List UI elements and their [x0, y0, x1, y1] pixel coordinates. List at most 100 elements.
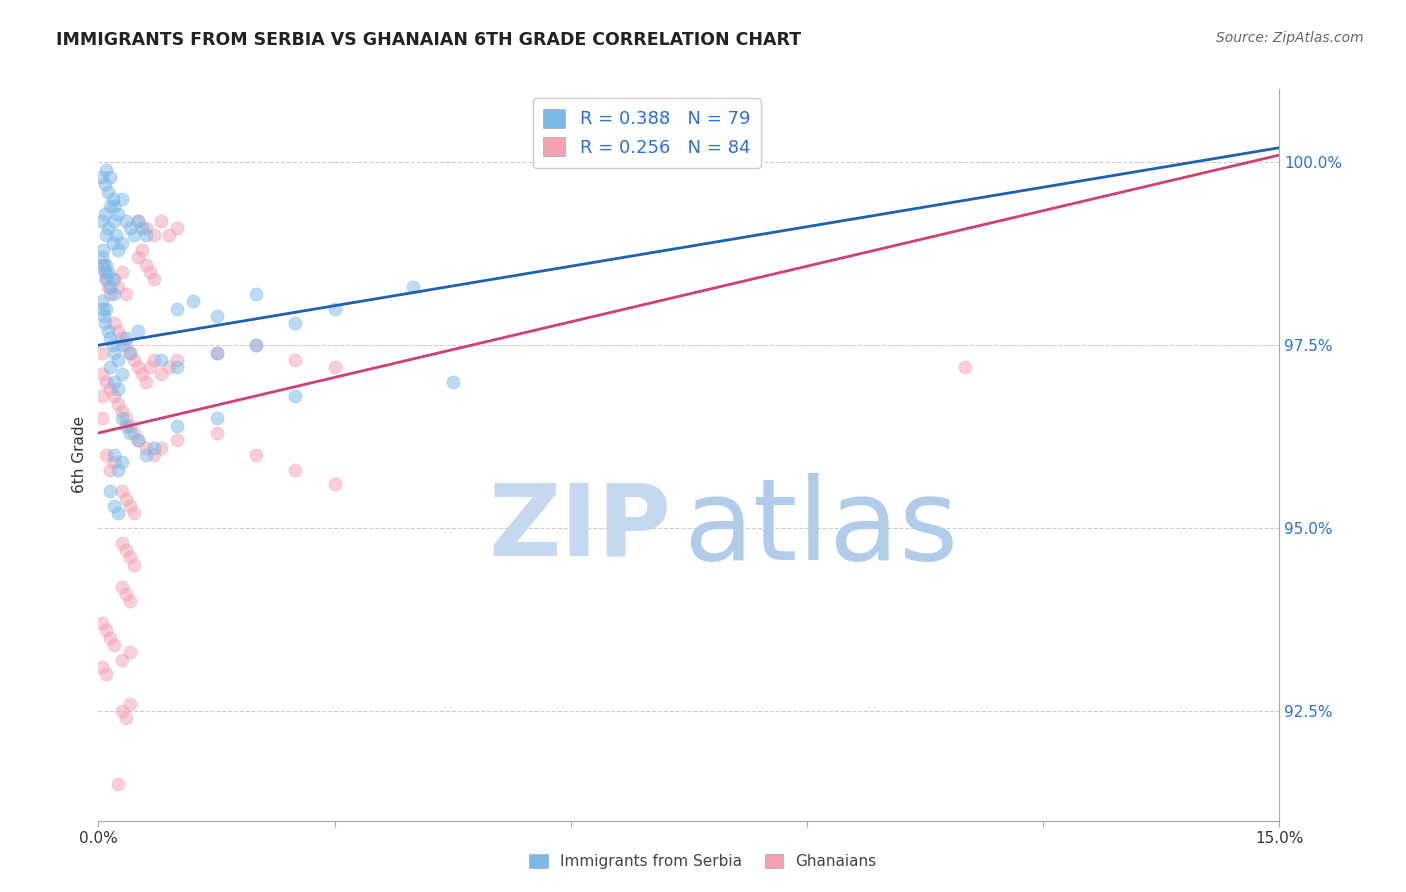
- Point: [91, 258, 114, 272]
- Point: [97, 265, 120, 279]
- Point: [135, 258, 157, 272]
- Point: [150, 441, 173, 455]
- Point: [205, 345, 228, 359]
- Point: [111, 455, 134, 469]
- Point: [111, 653, 134, 667]
- Point: [101, 272, 124, 286]
- Point: [205, 425, 228, 440]
- Point: [107, 243, 129, 257]
- Point: [91, 169, 114, 184]
- Point: [323, 301, 346, 316]
- Point: [103, 287, 125, 301]
- Point: [284, 389, 307, 403]
- Point: [96, 448, 118, 462]
- Point: [111, 411, 134, 425]
- Point: [118, 550, 141, 565]
- Point: [205, 309, 228, 323]
- Point: [107, 462, 129, 476]
- Point: [166, 221, 188, 235]
- Point: [98, 360, 121, 375]
- Point: [115, 418, 138, 433]
- Point: [107, 777, 129, 791]
- Point: [111, 338, 134, 352]
- Point: [402, 279, 425, 293]
- Point: [138, 265, 160, 279]
- Point: [142, 272, 165, 286]
- Point: [91, 411, 114, 425]
- Point: [96, 228, 118, 243]
- Point: [127, 434, 149, 448]
- Point: [111, 484, 134, 499]
- Point: [107, 352, 129, 367]
- Text: ZIP: ZIP: [488, 480, 671, 576]
- Text: Source: ZipAtlas.com: Source: ZipAtlas.com: [1216, 31, 1364, 45]
- Point: [150, 352, 173, 367]
- Point: [323, 477, 346, 491]
- Point: [96, 301, 118, 316]
- Point: [96, 624, 118, 638]
- Point: [205, 411, 228, 425]
- Point: [118, 499, 141, 513]
- Point: [150, 214, 173, 228]
- Point: [118, 425, 141, 440]
- Point: [101, 338, 124, 352]
- Point: [98, 462, 121, 476]
- Point: [127, 324, 149, 338]
- Point: [98, 199, 121, 213]
- Y-axis label: 6th Grade: 6th Grade: [72, 417, 87, 493]
- Point: [284, 462, 307, 476]
- Point: [142, 228, 165, 243]
- Point: [135, 221, 157, 235]
- Legend: R = 0.388   N = 79, R = 0.256   N = 84: R = 0.388 N = 79, R = 0.256 N = 84: [533, 98, 761, 168]
- Point: [245, 287, 267, 301]
- Point: [93, 265, 115, 279]
- Point: [98, 287, 121, 301]
- Point: [127, 434, 149, 448]
- Point: [166, 352, 188, 367]
- Point: [111, 580, 134, 594]
- Point: [115, 411, 138, 425]
- Point: [98, 331, 121, 345]
- Point: [118, 594, 141, 608]
- Point: [96, 375, 118, 389]
- Point: [118, 345, 141, 359]
- Point: [91, 368, 114, 382]
- Point: [245, 448, 267, 462]
- Point: [97, 324, 120, 338]
- Point: [157, 228, 180, 243]
- Point: [103, 499, 125, 513]
- Point: [245, 338, 267, 352]
- Point: [103, 316, 125, 330]
- Point: [103, 375, 125, 389]
- Point: [101, 235, 124, 250]
- Point: [142, 448, 165, 462]
- Point: [135, 441, 157, 455]
- Point: [111, 535, 134, 549]
- Point: [323, 360, 346, 375]
- Point: [93, 265, 115, 279]
- Point: [103, 389, 125, 403]
- Point: [166, 301, 188, 316]
- Point: [111, 331, 134, 345]
- Point: [93, 258, 115, 272]
- Point: [93, 178, 115, 192]
- Point: [91, 301, 114, 316]
- Point: [93, 206, 115, 220]
- Point: [91, 214, 114, 228]
- Point: [98, 169, 121, 184]
- Point: [96, 272, 118, 286]
- Point: [103, 272, 125, 286]
- Point: [118, 221, 141, 235]
- Point: [103, 214, 125, 228]
- Point: [118, 697, 141, 711]
- Point: [111, 265, 134, 279]
- Point: [135, 448, 157, 462]
- Point: [91, 243, 114, 257]
- Point: [205, 345, 228, 359]
- Text: atlas: atlas: [683, 473, 959, 583]
- Point: [166, 360, 188, 375]
- Point: [91, 345, 114, 359]
- Point: [107, 324, 129, 338]
- Point: [97, 221, 120, 235]
- Point: [103, 345, 125, 359]
